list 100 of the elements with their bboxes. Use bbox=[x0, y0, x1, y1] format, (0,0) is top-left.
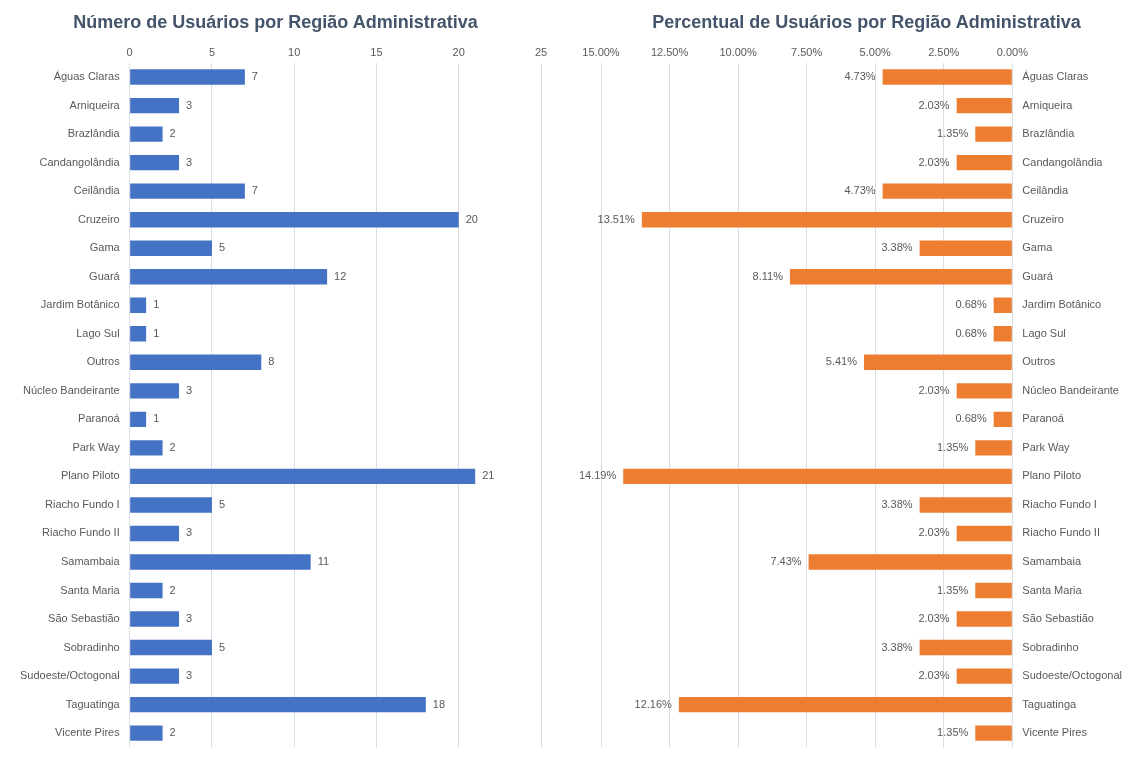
bar bbox=[956, 97, 1012, 114]
y-tick-label: Park Way bbox=[1022, 440, 1071, 453]
y-tick-label: Gama bbox=[89, 241, 121, 254]
data-label: 3.38% bbox=[881, 241, 913, 254]
bar bbox=[130, 696, 426, 713]
data-label: 13.51% bbox=[597, 212, 636, 225]
data-label: 1.35% bbox=[937, 726, 969, 739]
data-label: 0.68% bbox=[955, 326, 987, 339]
bar bbox=[130, 411, 147, 428]
data-label: 20 bbox=[465, 212, 478, 225]
y-tick-label: Ceilândia bbox=[1022, 184, 1070, 197]
bar bbox=[975, 126, 1012, 142]
bar bbox=[993, 326, 1012, 342]
data-label: 3.38% bbox=[881, 640, 913, 653]
data-label: 3 bbox=[186, 669, 193, 682]
y-tick-label: Jardim Botânico bbox=[1022, 298, 1102, 311]
data-label: 0.68% bbox=[955, 412, 987, 425]
data-label: 2.03% bbox=[918, 155, 950, 168]
bar bbox=[130, 240, 212, 256]
data-label: 21 bbox=[482, 469, 495, 482]
y-tick-label: Candangolândia bbox=[39, 155, 121, 168]
x-tick-label: 10 bbox=[288, 46, 301, 59]
data-label: 5 bbox=[218, 640, 226, 653]
data-label: 7 bbox=[251, 70, 258, 83]
y-tick-label: Guará bbox=[89, 269, 121, 282]
y-tick-label: Gama bbox=[1022, 241, 1054, 254]
y-tick-label: Samambaia bbox=[1022, 555, 1082, 568]
data-label: 0.68% bbox=[955, 298, 987, 311]
y-tick-label: Taguatinga bbox=[65, 697, 121, 710]
bar bbox=[130, 468, 476, 485]
bar bbox=[919, 240, 1012, 256]
data-label: 7.43% bbox=[770, 555, 802, 568]
y-tick-label: Outros bbox=[86, 355, 121, 368]
y-tick-label: Sudoeste/Octogonal bbox=[19, 669, 120, 682]
bar bbox=[130, 440, 163, 456]
data-label: 3 bbox=[186, 612, 193, 625]
bar bbox=[993, 297, 1012, 313]
data-label: 14.19% bbox=[578, 469, 617, 482]
data-label: 3 bbox=[186, 526, 193, 539]
y-tick-label: Cruzeiro bbox=[1022, 212, 1064, 225]
bar bbox=[641, 211, 1012, 228]
data-label: 5.41% bbox=[825, 355, 858, 368]
bar bbox=[993, 411, 1012, 428]
bar bbox=[130, 611, 180, 627]
data-label: 3.38% bbox=[881, 497, 913, 510]
bar bbox=[130, 668, 180, 684]
bar bbox=[882, 69, 1012, 85]
bar bbox=[130, 639, 212, 656]
y-tick-label: Riacho Fundo II bbox=[1022, 526, 1100, 539]
y-tick-label: Arniqueira bbox=[69, 98, 121, 111]
data-label: 1.35% bbox=[937, 127, 969, 140]
data-label: 1.35% bbox=[937, 440, 969, 453]
data-label: 8.11% bbox=[752, 269, 784, 282]
data-label: 12.16% bbox=[634, 697, 673, 710]
y-tick-label: Brazlândia bbox=[67, 127, 121, 140]
y-tick-label: Samambaia bbox=[60, 555, 121, 568]
bar bbox=[808, 554, 1012, 570]
data-label: 7 bbox=[251, 184, 258, 197]
bar bbox=[130, 582, 163, 599]
y-tick-label: Outros bbox=[1022, 355, 1056, 368]
data-label: 4.73% bbox=[844, 184, 876, 197]
y-tick-label: Riacho Fundo I bbox=[1022, 497, 1097, 510]
x-tick-label: 7.50% bbox=[791, 46, 823, 59]
x-tick-label: 2.50% bbox=[928, 46, 960, 59]
y-tick-label: São Sebastião bbox=[1022, 612, 1094, 625]
chart-title: Número de Usuários por Região Administrativa bbox=[73, 11, 479, 32]
y-tick-label: Vicente Pires bbox=[55, 726, 121, 739]
y-tick-label: Núcleo Bandeirante bbox=[23, 383, 120, 396]
data-label: 5 bbox=[218, 497, 226, 510]
x-tick-label: 10.00% bbox=[719, 46, 757, 59]
chart-title: Percentual de Usuários por Região Administrativa bbox=[652, 11, 1082, 32]
y-tick-label: Cruzeiro bbox=[78, 212, 120, 225]
x-tick-label: 5 bbox=[208, 46, 216, 59]
bar bbox=[130, 211, 459, 228]
data-label: 4.73% bbox=[844, 70, 876, 83]
y-tick-label: Park Way bbox=[72, 440, 121, 453]
x-tick-label: 15.00% bbox=[582, 46, 620, 59]
y-tick-label: Águas Claras bbox=[1022, 70, 1089, 83]
data-label: 1.35% bbox=[937, 583, 969, 596]
y-tick-label: Núcleo Bandeirante bbox=[1022, 383, 1119, 396]
bar bbox=[975, 582, 1012, 599]
data-label: 2.03% bbox=[918, 526, 950, 539]
data-label: 2 bbox=[169, 583, 176, 596]
bar bbox=[130, 69, 245, 85]
bar bbox=[956, 668, 1012, 684]
bar bbox=[919, 497, 1012, 513]
bar bbox=[130, 154, 180, 171]
x-tick-label: 20 bbox=[452, 46, 465, 59]
y-tick-label: Jardim Botânico bbox=[40, 298, 120, 311]
y-tick-label: Guará bbox=[1022, 269, 1054, 282]
y-tick-label: Taguatinga bbox=[1022, 697, 1078, 710]
data-label: 12 bbox=[334, 269, 347, 282]
bar bbox=[956, 611, 1012, 627]
bar bbox=[130, 383, 180, 399]
y-tick-label: Santa Maria bbox=[60, 583, 121, 596]
bar bbox=[956, 154, 1012, 171]
y-tick-label: Plano Piloto bbox=[1022, 469, 1082, 482]
x-tick-label: 25 bbox=[534, 46, 548, 59]
data-label: 3 bbox=[186, 155, 193, 168]
y-tick-label: Sobradinho bbox=[63, 640, 120, 653]
